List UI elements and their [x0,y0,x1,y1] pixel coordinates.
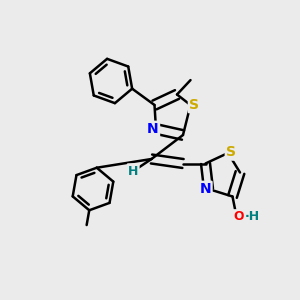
Text: S: S [226,146,236,159]
Text: H: H [128,164,138,178]
Text: N: N [147,122,159,136]
Text: S: S [189,98,199,112]
Text: O: O [233,210,244,224]
Text: N: N [200,182,211,196]
Text: ·H: ·H [245,210,260,224]
